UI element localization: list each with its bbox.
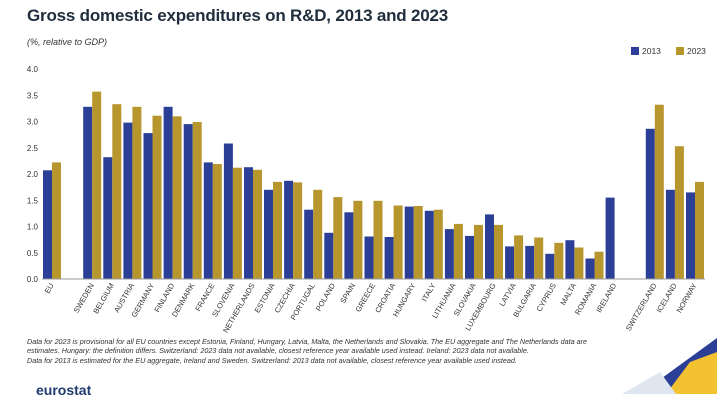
bar-2013-hungary [404, 206, 414, 279]
note-line: Data for 2013 is estimated for the EU ag… [27, 355, 517, 365]
bar-2023-belgium [112, 104, 122, 279]
y-tick-label: 2.5 [27, 144, 39, 153]
bar-2013-austria [123, 122, 133, 279]
chart-title: Gross domestic expenditures on R&D, 2013… [27, 6, 449, 25]
bar-2023-france [212, 164, 222, 279]
legend-label-2023: 2023 [687, 46, 706, 56]
bar-2013-netherlands [244, 167, 253, 279]
bar-2013-sweden [83, 106, 93, 279]
bar-2013-croatia [384, 237, 394, 279]
y-tick-label: 0.5 [27, 249, 39, 258]
bar-2013-france [203, 162, 213, 279]
bar-2023-cyprus [554, 242, 564, 279]
bar-2023-iceland [674, 146, 684, 279]
bar-2023-slovenia [232, 167, 242, 279]
y-tick-label: 1.0 [27, 223, 39, 232]
bar-2013-denmark [183, 124, 193, 279]
bar-2023-sweden [92, 91, 102, 279]
bar-2013-latvia [505, 246, 515, 279]
note-line: Data for 2023 is provisional for all EU … [27, 337, 588, 346]
y-tick-label: 3.0 [27, 118, 39, 127]
bar-2023-estonia [273, 181, 282, 279]
bar-2023-portugal [313, 189, 323, 280]
bar-2023-luxembourg [494, 224, 503, 279]
legend-swatch-2023 [676, 47, 684, 55]
bar-2013-norway [686, 192, 695, 279]
bar-2013-portugal [304, 209, 314, 279]
bar-2023-greece [373, 200, 383, 279]
bar-2013-cyprus [545, 253, 555, 279]
bar-2023-norway [695, 181, 704, 279]
bar-2023-bulgaria [534, 237, 544, 279]
bar-2013-poland [324, 232, 334, 279]
bar-2013-malta [565, 240, 575, 279]
bar-2023-slovakia [474, 224, 483, 279]
y-tick-label: 1.5 [27, 196, 39, 205]
bar-2023-italy [433, 209, 443, 279]
bar-2013-belgium [103, 157, 113, 279]
bar-2023-denmark [192, 122, 202, 279]
bar-2013-ireland [605, 197, 615, 279]
bar-2013-italy [424, 210, 434, 280]
deco-yellow-shape [666, 352, 717, 394]
y-tick-label: 2.0 [27, 170, 39, 179]
bar-2013-finland [163, 106, 173, 279]
bar-2023-germany [152, 115, 162, 279]
bar-2013-bulgaria [525, 245, 535, 279]
bar-2023-finland [172, 116, 182, 280]
y-tick-label: 0.0 [27, 275, 39, 284]
legend-swatch-2013 [631, 47, 639, 55]
bar-2023-latvia [514, 235, 524, 279]
bar-2013-greece [364, 236, 374, 279]
bar-2013-spain [344, 212, 354, 279]
bar-2013-slovenia [223, 143, 233, 279]
bar-2023-poland [333, 197, 343, 279]
chart-subtitle: (%, relative to GDP) [27, 37, 108, 47]
bar-2023-lithuania [453, 223, 463, 279]
bar-2013-lithuania [444, 229, 454, 279]
bar-2023-malta [574, 247, 584, 279]
y-tick-label: 3.5 [27, 91, 39, 100]
legend-label-2013: 2013 [642, 46, 661, 56]
bar-2023-croatia [393, 205, 403, 279]
bar-2023-netherlands [253, 169, 262, 279]
bar-2013-czechia [284, 180, 294, 279]
bar-2013-slovakia [465, 235, 474, 279]
bar-2023-austria [132, 106, 142, 279]
chart-notes: Data for 2023 is provisional for all EU … [27, 337, 627, 365]
bar-2023-switzerland [654, 104, 664, 279]
bar-2013-eu [43, 170, 52, 279]
y-tick-label: 4.0 [27, 65, 39, 74]
deco-light-shape [622, 372, 676, 394]
bar-2023-romania [594, 251, 604, 279]
bar-2023-eu [52, 162, 61, 279]
bar-2023-czechia [293, 182, 303, 279]
bar-2013-iceland [665, 189, 675, 280]
bar-2013-switzerland [645, 128, 655, 279]
legend-item-2023: 2023 [676, 46, 706, 56]
legend-item-2013: 2013 [631, 46, 661, 56]
bar-2013-romania [585, 258, 595, 279]
bar-2013-germany [143, 133, 153, 279]
bar-2013-estonia [264, 189, 273, 280]
bar-2013-luxembourg [485, 214, 494, 279]
bar-2023-hungary [413, 206, 423, 279]
note-line: estimates. Hungary: the definition diffe… [27, 346, 529, 356]
bar-2023-spain [353, 200, 363, 279]
